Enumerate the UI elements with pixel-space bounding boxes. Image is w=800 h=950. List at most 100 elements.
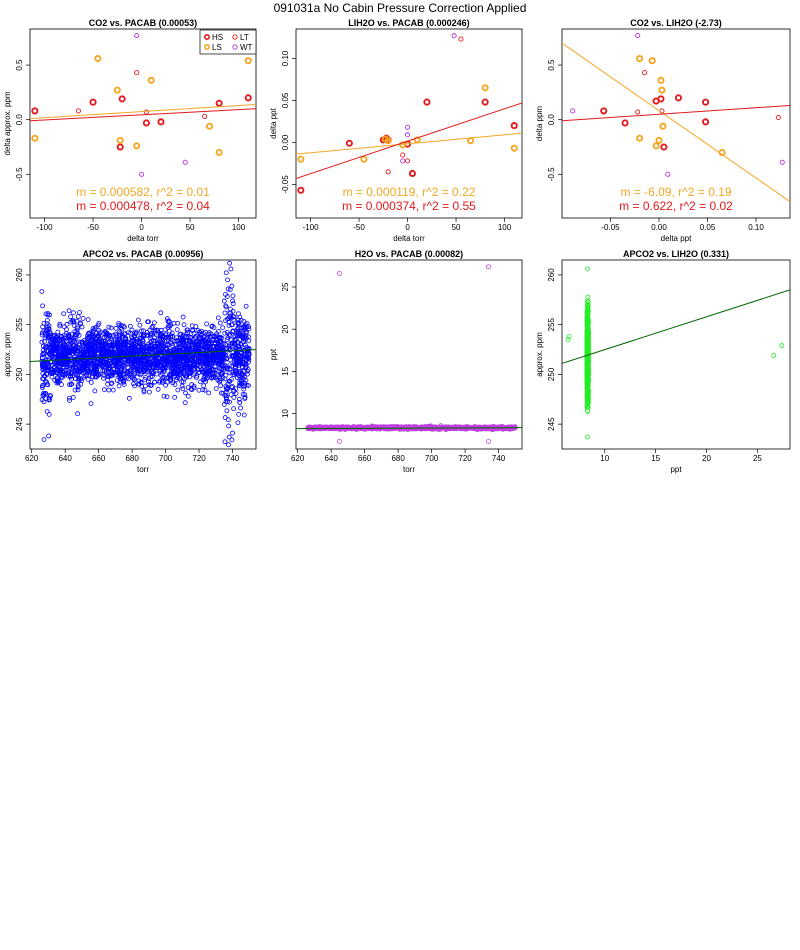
data-point xyxy=(55,380,61,385)
data-point xyxy=(46,327,52,332)
data-point xyxy=(129,344,135,350)
data-point xyxy=(236,332,242,338)
data-point xyxy=(145,369,150,375)
data-point xyxy=(243,363,249,369)
data-point xyxy=(149,325,155,330)
data-point xyxy=(641,70,648,76)
data-point xyxy=(135,317,141,323)
data-point xyxy=(161,374,167,380)
data-point xyxy=(31,134,39,142)
chart-title: APCO2 vs. LIH2O (0.331) xyxy=(623,249,729,259)
plot-frame xyxy=(29,28,257,219)
data-point xyxy=(318,425,323,430)
data-point xyxy=(142,119,150,127)
data-point xyxy=(207,366,213,371)
data-point xyxy=(61,351,66,357)
data-point xyxy=(159,341,165,347)
x-tick-label: -50 xyxy=(87,223,99,232)
data-point xyxy=(94,369,100,375)
data-point xyxy=(148,383,154,388)
x-tick-label: 100 xyxy=(232,223,246,232)
data-point xyxy=(182,159,188,165)
data-point xyxy=(96,333,102,339)
data-point xyxy=(130,381,136,387)
data-point xyxy=(53,338,59,344)
data-point xyxy=(158,310,164,316)
data-point xyxy=(246,351,252,357)
data-point xyxy=(145,319,150,325)
data-point xyxy=(94,361,100,367)
data-point xyxy=(55,329,61,335)
data-point xyxy=(305,425,311,430)
data-point xyxy=(121,372,126,377)
data-point xyxy=(41,320,47,326)
data-point xyxy=(209,324,215,329)
data-point xyxy=(139,371,144,377)
data-point xyxy=(50,337,56,343)
data-point xyxy=(62,362,68,368)
data-point xyxy=(69,331,75,337)
y-tick-label: 250 xyxy=(15,367,24,381)
fit-annotation: m = 0.000119, r^2 = 0.22 xyxy=(343,185,476,199)
data-point xyxy=(164,342,170,348)
x-tick-label: 0.10 xyxy=(748,223,764,232)
data-point xyxy=(230,430,235,436)
data-point xyxy=(77,310,82,315)
data-point xyxy=(135,358,141,364)
data-point xyxy=(138,171,145,177)
data-point xyxy=(211,374,217,380)
data-point xyxy=(237,359,243,365)
data-point xyxy=(423,98,431,106)
data-point xyxy=(655,136,663,144)
data-point xyxy=(233,391,239,396)
data-point xyxy=(120,362,126,368)
data-point xyxy=(207,345,212,350)
data-point xyxy=(143,375,149,380)
x-tick-label: 680 xyxy=(391,454,405,463)
data-point xyxy=(113,86,121,94)
data-point xyxy=(149,364,155,370)
legend-box xyxy=(199,29,257,55)
data-point xyxy=(121,356,127,362)
data-point xyxy=(225,381,231,387)
data-point xyxy=(235,420,241,426)
plot-area xyxy=(296,33,522,194)
data-point xyxy=(81,338,87,343)
data-point xyxy=(131,338,137,344)
data-point xyxy=(409,170,415,177)
y-tick-label: 250 xyxy=(547,367,556,381)
data-point xyxy=(75,384,81,390)
data-point xyxy=(147,389,152,395)
data-point xyxy=(223,304,229,310)
data-point xyxy=(141,366,147,372)
data-point xyxy=(239,381,245,386)
data-point xyxy=(141,354,147,360)
data-point xyxy=(205,122,213,130)
data-point xyxy=(378,424,384,430)
data-point xyxy=(510,144,518,152)
fit-line xyxy=(562,104,790,122)
data-point xyxy=(91,341,96,347)
data-point xyxy=(175,387,181,393)
x-tick-label: 740 xyxy=(492,454,506,463)
data-point xyxy=(134,339,140,344)
data-point xyxy=(114,342,119,348)
data-point xyxy=(141,387,147,393)
data-point xyxy=(104,351,109,357)
data-point xyxy=(75,387,81,393)
data-point xyxy=(585,299,591,305)
data-point xyxy=(172,394,178,400)
data-point xyxy=(228,392,234,398)
data-point xyxy=(86,359,91,365)
data-point xyxy=(137,322,143,328)
data-point xyxy=(404,424,410,430)
data-point xyxy=(60,346,66,352)
data-point xyxy=(160,371,165,376)
y-tick-label: 10 xyxy=(281,409,290,418)
x-axis-label: ppt xyxy=(670,465,682,474)
data-point xyxy=(155,337,161,343)
data-point xyxy=(191,385,197,391)
data-point xyxy=(181,322,187,328)
data-point xyxy=(115,369,121,375)
data-point xyxy=(396,424,402,430)
